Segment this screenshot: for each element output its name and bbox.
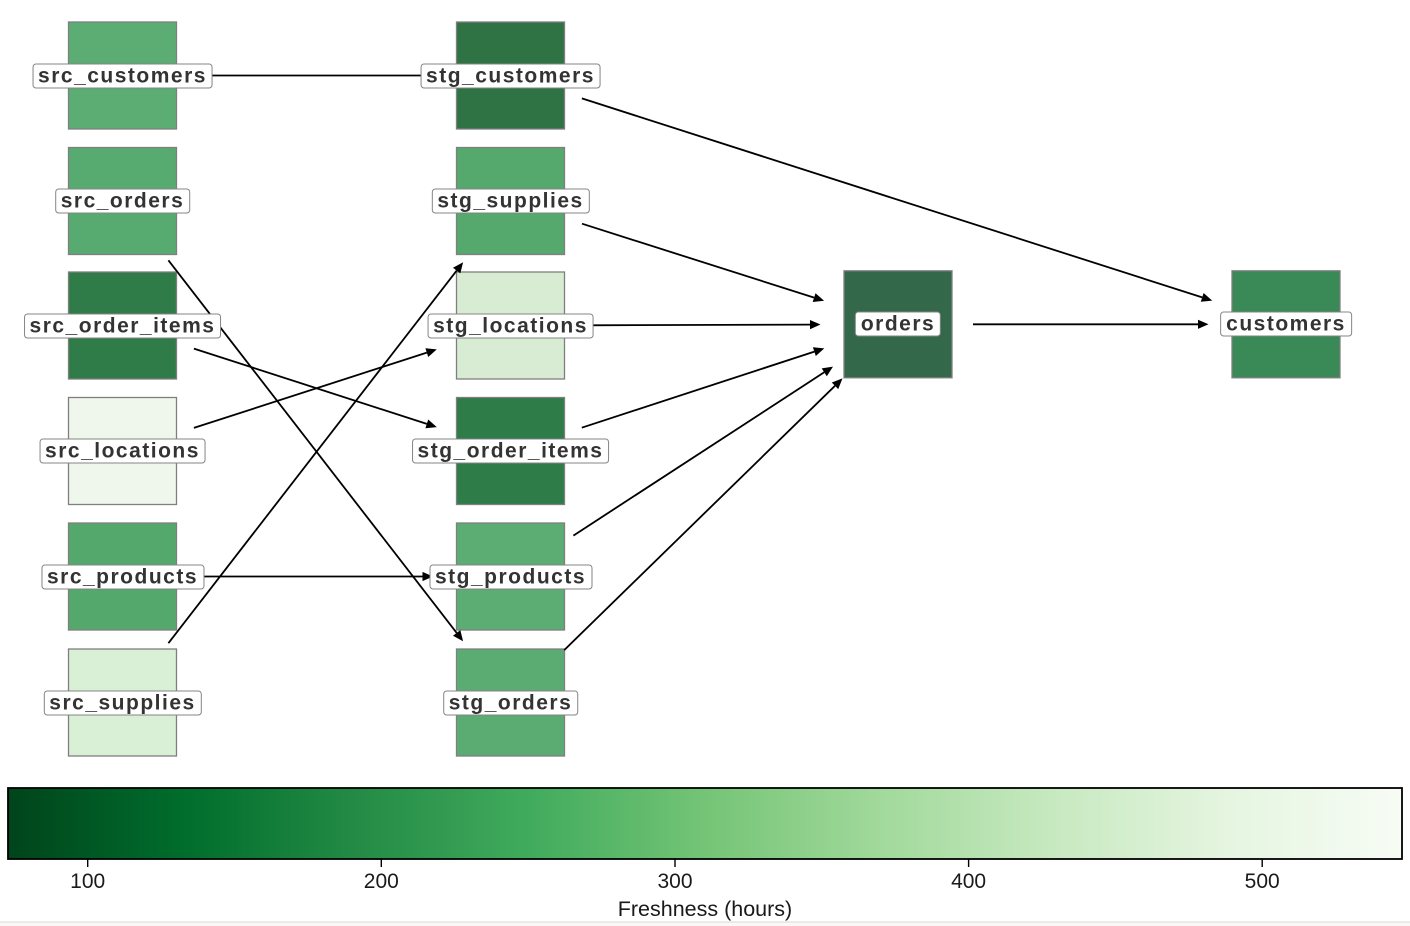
svg-text:400: 400 [951, 870, 986, 893]
svg-text:300: 300 [657, 870, 692, 893]
svg-text:200: 200 [364, 870, 399, 893]
svg-text:500: 500 [1245, 870, 1280, 893]
svg-text:Freshness (hours): Freshness (hours) [618, 897, 792, 921]
svg-text:100: 100 [70, 870, 105, 893]
